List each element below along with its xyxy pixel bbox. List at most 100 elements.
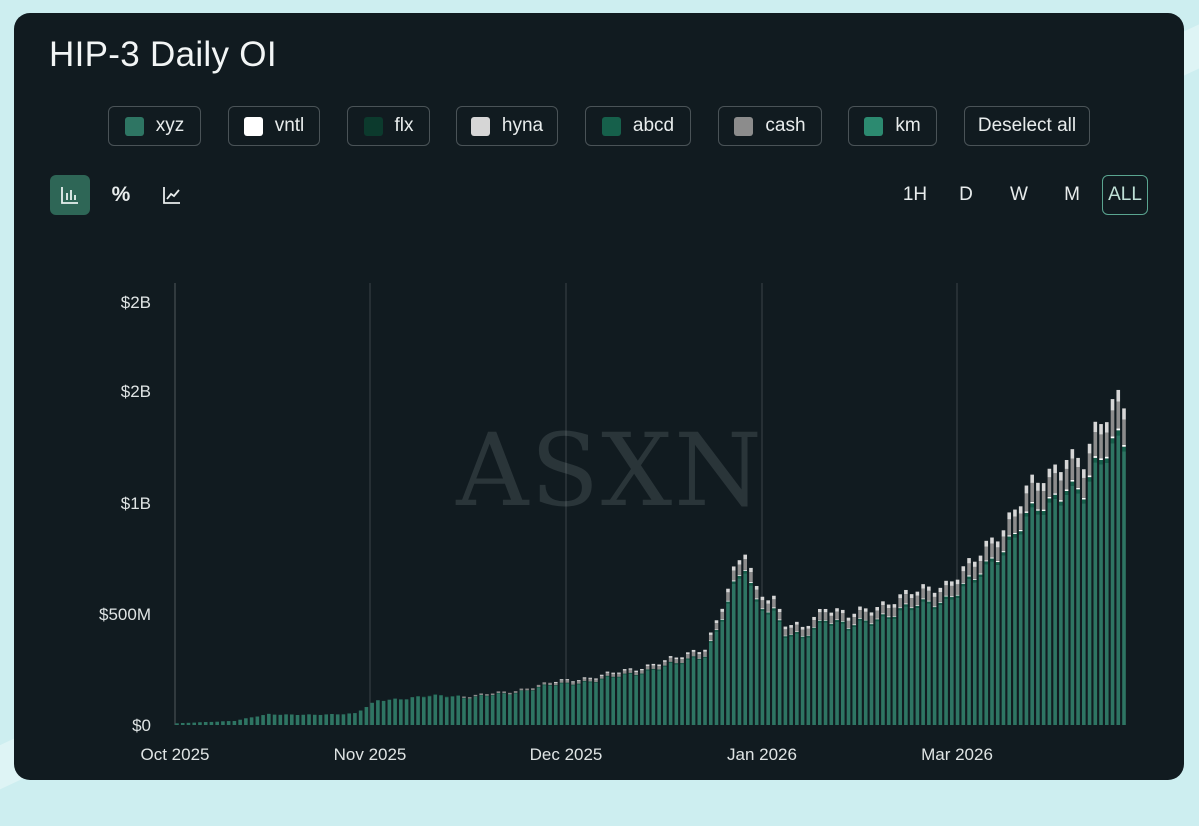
bar-segment-hyna (1111, 399, 1115, 410)
bar-segment-xyz (617, 678, 621, 725)
bar-segment-vntl (755, 598, 759, 599)
bar-segment-cash (1013, 517, 1017, 533)
bar-segment-cash (1048, 477, 1052, 497)
bar-segment-xyz (215, 722, 219, 725)
bar-segment-cash (1094, 432, 1098, 456)
bar-segment-abcd (829, 624, 833, 626)
bar-segment-hyna (933, 593, 937, 597)
bar-segment-vntl (1105, 457, 1109, 459)
bar-segment-abcd (795, 632, 799, 634)
bar-segment-hyna (1036, 483, 1040, 491)
bar-segment-xyz (812, 629, 816, 725)
bar-segment-xyz (250, 717, 254, 725)
bar-segment-cash (468, 697, 472, 698)
bar-segment-xyz (956, 598, 960, 725)
bar-segment-hyna (772, 596, 776, 600)
bar-segment-cash (761, 600, 765, 608)
bar-segment-xyz (663, 667, 667, 725)
bar-segment-cash (738, 565, 742, 575)
bar-segment-hyna (675, 658, 679, 660)
bar-segment-xyz (284, 714, 288, 725)
bar-segment-abcd (548, 685, 552, 686)
bar-segment-cash (743, 559, 747, 570)
bar-segment-cash (640, 670, 644, 673)
bar-segment-xyz (261, 715, 265, 725)
bar-segment-cash (904, 594, 908, 603)
bar-segment-hyna (686, 652, 690, 654)
bar-segment-xyz (1053, 499, 1057, 725)
bar-segment-xyz (382, 701, 386, 725)
bar-segment-hyna (996, 541, 1000, 547)
bar-segment-abcd (789, 635, 793, 637)
bar-segment-xyz (594, 683, 598, 725)
bar-segment-abcd (916, 606, 920, 608)
bar-segment-xyz (479, 695, 483, 725)
bar-segment-xyz (634, 676, 638, 725)
bar-segment-vntl (807, 635, 811, 636)
bar-segment-xyz (508, 695, 512, 725)
bar-segment-xyz (307, 714, 311, 725)
bar-segment-xyz (577, 684, 581, 725)
bar-segment-hyna (732, 566, 736, 570)
bar-segment-hyna (583, 677, 587, 678)
bar-segment-abcd (1048, 498, 1052, 502)
bar-segment-abcd (858, 619, 862, 621)
bar-segment-cash (686, 654, 690, 658)
bar-segment-xyz (353, 713, 357, 725)
bar-segment-xyz (531, 691, 535, 725)
bar-segment-vntl (933, 606, 937, 607)
bar-segment-xyz (571, 685, 575, 725)
bar-segment-xyz (984, 564, 988, 725)
bar-segment-xyz (600, 679, 604, 725)
bar-segment-abcd (577, 684, 581, 685)
bar-segment-xyz (462, 698, 466, 725)
bar-segment-xyz (588, 682, 592, 725)
bar-segment-vntl (738, 575, 742, 576)
bar-segment-xyz (1048, 502, 1052, 725)
bar-segment-cash (852, 617, 856, 624)
bar-segment-hyna (560, 679, 564, 680)
bar-segment-cash (709, 635, 713, 641)
y-axis-labels: $0$500M$1B$2B$2B (99, 293, 151, 735)
bar-segment-xyz (502, 694, 506, 725)
bar-segment-abcd (738, 576, 742, 578)
bar-segment-abcd (726, 602, 730, 604)
bar-segment-vntl (967, 575, 971, 576)
bar-segment-xyz (1025, 516, 1029, 725)
bar-segment-vntl (990, 557, 994, 558)
bar-segment-hyna (898, 594, 902, 598)
bar-segment-xyz (944, 599, 948, 725)
bar-segment-abcd (571, 685, 575, 686)
bar-segment-vntl (887, 616, 891, 617)
bar-segment-hyna (1013, 510, 1017, 517)
bar-segment-vntl (1116, 428, 1120, 430)
bar-segment-xyz (324, 714, 328, 725)
bar-segment-hyna (749, 568, 753, 572)
bar-segment-xyz (766, 614, 770, 725)
bar-segment-xyz (720, 621, 724, 725)
bar-segment-abcd (497, 693, 501, 694)
x-tick-label: Mar 2026 (921, 745, 993, 764)
bar-segment-abcd (594, 682, 598, 683)
bar-segment-xyz (474, 697, 478, 725)
bar-segment-cash (812, 620, 816, 627)
bar-segment-hyna (904, 590, 908, 594)
bar-segment-hyna (1007, 512, 1011, 519)
bar-segment-hyna (623, 669, 627, 670)
bar-segment-cash (950, 586, 954, 596)
bar-segment-cash (1053, 473, 1057, 493)
bar-segment-xyz (755, 601, 759, 725)
bar-segment-cash (795, 625, 799, 632)
bar-segment-cash (939, 592, 943, 602)
bar-segment-abcd (1082, 499, 1086, 503)
bar-segment-cash (841, 613, 845, 621)
bar-segment-vntl (761, 608, 765, 609)
bar-segment-abcd (1099, 460, 1103, 465)
bar-segment-xyz (491, 696, 495, 725)
bar-segment-cash (462, 697, 466, 698)
bar-segment-hyna (640, 669, 644, 670)
bar-segment-hyna (629, 668, 633, 669)
bar-segment-abcd (537, 687, 541, 688)
bar-segment-xyz (967, 579, 971, 725)
